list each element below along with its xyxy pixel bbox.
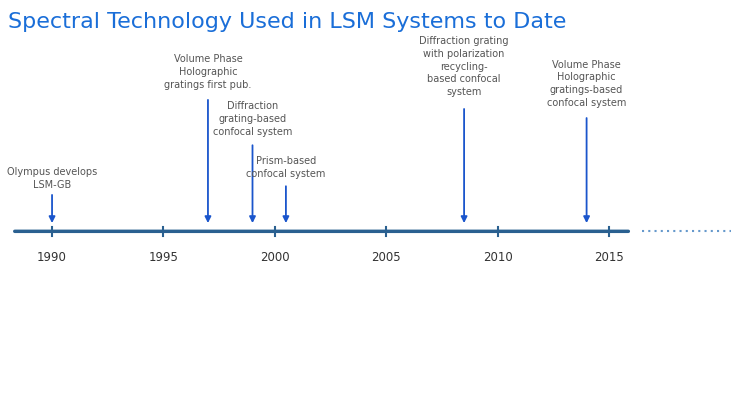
Text: 2010: 2010 [483,251,512,264]
Text: 1990: 1990 [37,251,67,264]
Text: Volume Phase
Holographic
gratings first pub.: Volume Phase Holographic gratings first … [164,54,252,90]
Text: 2005: 2005 [371,251,401,264]
Text: Diffraction grating
with polarization
recycling-
based confocal
system: Diffraction grating with polarization re… [419,36,509,97]
Text: 1995: 1995 [148,251,178,264]
Text: Spectral Technology Used in LSM Systems to Date: Spectral Technology Used in LSM Systems … [8,12,566,32]
Text: Volume Phase
Holographic
gratings-based
confocal system: Volume Phase Holographic gratings-based … [547,60,626,108]
Text: 2015: 2015 [594,251,624,264]
Text: Diffraction
grating-based
confocal system: Diffraction grating-based confocal syste… [213,102,292,137]
Text: Olympus develops
LSM-GB: Olympus develops LSM-GB [7,167,98,189]
Text: 2000: 2000 [260,251,290,264]
Text: Prism-based
confocal system: Prism-based confocal system [246,156,326,179]
